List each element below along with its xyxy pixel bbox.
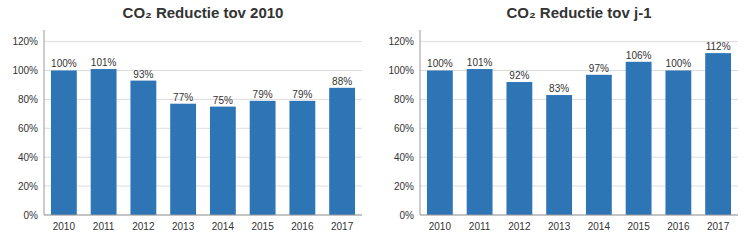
bar-chart-panel: CO₂ Reductie tov 2010 0% 20% 40% 60% 80% 100% 1… bbox=[12, 4, 362, 232]
bar bbox=[546, 95, 572, 215]
y-tick-label: 100% bbox=[12, 65, 38, 76]
y-tick-label: 120% bbox=[388, 36, 414, 47]
bar bbox=[467, 69, 493, 215]
bar bbox=[586, 75, 612, 215]
x-tick-label: 2013 bbox=[172, 221, 195, 232]
grid-line bbox=[44, 41, 362, 42]
x-axis-line bbox=[44, 215, 362, 216]
data-label: 101% bbox=[467, 57, 493, 68]
grid-line bbox=[420, 215, 738, 216]
x-tick-label: 2010 bbox=[429, 221, 452, 232]
x-tick-label: 2015 bbox=[628, 221, 651, 232]
y-tick-label: 100% bbox=[388, 65, 414, 76]
bar bbox=[626, 62, 652, 215]
y-axis-line bbox=[420, 30, 421, 215]
y-tick-label: 20% bbox=[394, 181, 414, 192]
y-tick-label: 80% bbox=[18, 94, 38, 105]
data-label: 100% bbox=[51, 58, 77, 69]
bar-chart-panel: CO₂ Reductie tov j-1 0% 20% 40% 60% 80% 100% 12… bbox=[388, 4, 738, 232]
chart-canvas: CO₂ Reductie tov 2010 0% 20% 40% 60% 80% 100% 1… bbox=[0, 0, 752, 243]
bar bbox=[506, 82, 532, 215]
y-tick-label: 120% bbox=[12, 36, 38, 47]
bar bbox=[289, 101, 315, 215]
chart-title: CO₂ Reductie tov j-1 bbox=[506, 4, 651, 21]
bar bbox=[170, 104, 196, 215]
grid-line bbox=[420, 41, 738, 42]
bars bbox=[427, 53, 731, 215]
grid-line bbox=[44, 215, 362, 216]
bars bbox=[51, 69, 355, 215]
y-tick-label: 20% bbox=[18, 181, 38, 192]
bar bbox=[665, 70, 691, 215]
chart-title: CO₂ Reductie tov 2010 bbox=[123, 4, 284, 21]
data-label: 88% bbox=[332, 76, 352, 87]
data-label: 100% bbox=[427, 58, 453, 69]
x-tick-label: 2017 bbox=[331, 221, 354, 232]
y-tick-label: 60% bbox=[394, 123, 414, 134]
data-label: 92% bbox=[509, 70, 529, 81]
bar bbox=[51, 70, 77, 215]
bar bbox=[250, 101, 276, 215]
x-tick-label: 2014 bbox=[588, 221, 611, 232]
data-label: 75% bbox=[213, 95, 233, 106]
data-label: 79% bbox=[253, 89, 273, 100]
bar bbox=[329, 88, 355, 215]
data-label: 97% bbox=[589, 63, 609, 74]
y-tick-label: 0% bbox=[24, 210, 39, 221]
bar bbox=[130, 81, 156, 215]
x-tick-label: 2017 bbox=[707, 221, 730, 232]
y-axis-line bbox=[44, 30, 45, 215]
y-tick-label: 80% bbox=[394, 94, 414, 105]
data-label: 77% bbox=[173, 92, 193, 103]
data-label: 93% bbox=[133, 69, 153, 80]
x-tick-label: 2011 bbox=[93, 221, 115, 232]
data-label: 101% bbox=[91, 57, 117, 68]
bar bbox=[705, 53, 731, 215]
y-tick-label: 40% bbox=[394, 152, 414, 163]
x-tick-label: 2012 bbox=[508, 221, 531, 232]
x-tick-label: 2016 bbox=[291, 221, 314, 232]
x-tick-label: 2011 bbox=[469, 221, 491, 232]
data-label: 112% bbox=[706, 41, 731, 52]
bar bbox=[91, 69, 117, 215]
x-tick-label: 2016 bbox=[667, 221, 690, 232]
data-label: 79% bbox=[292, 89, 312, 100]
data-label: 100% bbox=[666, 58, 692, 69]
y-tick-label: 60% bbox=[18, 123, 38, 134]
x-tick-label: 2012 bbox=[132, 221, 155, 232]
y-tick-label: 40% bbox=[18, 152, 38, 163]
data-label: 83% bbox=[549, 83, 569, 94]
bar bbox=[210, 107, 236, 215]
x-tick-label: 2013 bbox=[548, 221, 571, 232]
x-tick-label: 2015 bbox=[252, 221, 275, 232]
data-label: 106% bbox=[626, 50, 652, 61]
bar bbox=[427, 70, 453, 215]
y-tick-label: 0% bbox=[400, 210, 415, 221]
x-tick-label: 2014 bbox=[212, 221, 235, 232]
x-axis-line bbox=[420, 215, 738, 216]
x-tick-label: 2010 bbox=[53, 221, 76, 232]
